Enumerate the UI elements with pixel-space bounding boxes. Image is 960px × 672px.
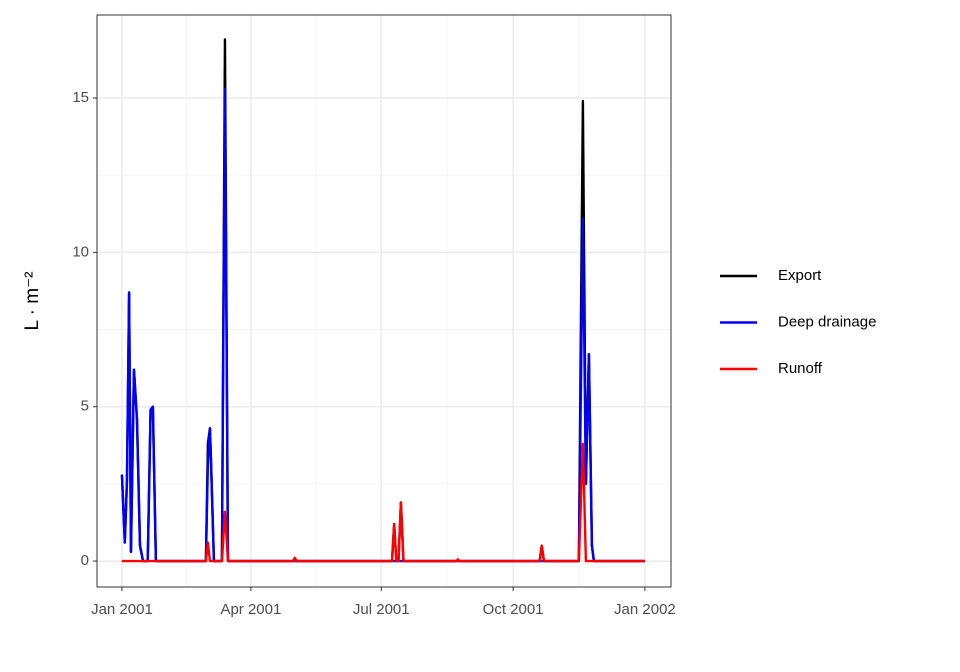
legend-label: Deep drainage: [778, 313, 876, 330]
y-tick-label: 15: [72, 89, 89, 106]
x-tick-label: Oct 2001: [483, 601, 544, 618]
y-tick-label: 10: [72, 243, 89, 260]
y-tick-label: 0: [81, 552, 89, 569]
y-axis-label: L · m⁻²: [22, 272, 43, 331]
series-line: [121, 442, 645, 563]
x-tick-label: Apr 2001: [220, 601, 281, 618]
x-tick-label: Jul 2001: [353, 601, 410, 618]
y-tick-label: 5: [81, 398, 89, 415]
x-tick-label: Jan 2002: [614, 601, 676, 618]
x-tick-label: Jan 2001: [91, 601, 153, 618]
legend-label: Runoff: [778, 360, 823, 377]
legend-label: Export: [778, 267, 822, 284]
plot-border: [96, 14, 672, 588]
